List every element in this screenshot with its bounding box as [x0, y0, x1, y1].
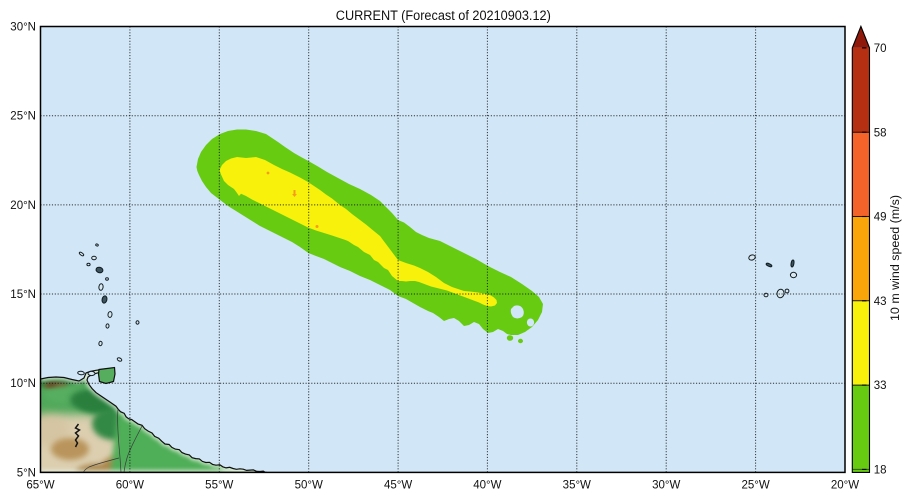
svg-text:20°N: 20°N — [10, 200, 36, 212]
svg-text:30°N: 30°N — [10, 21, 36, 33]
svg-text:CURRENT (Forecast of 20210903.: CURRENT (Forecast of 20210903.12) — [336, 8, 551, 24]
svg-text:55°W: 55°W — [205, 480, 233, 492]
svg-text:60°W: 60°W — [116, 480, 144, 492]
svg-text:50°W: 50°W — [295, 480, 323, 492]
svg-text:20°W: 20°W — [831, 480, 859, 492]
svg-text:49: 49 — [874, 212, 887, 224]
svg-text:15°N: 15°N — [10, 289, 36, 301]
svg-text:18: 18 — [874, 465, 887, 477]
svg-text:25°N: 25°N — [10, 111, 36, 123]
svg-text:70: 70 — [874, 43, 887, 55]
svg-text:35°W: 35°W — [563, 480, 591, 492]
svg-text:40°W: 40°W — [473, 480, 501, 492]
svg-text:25°W: 25°W — [741, 480, 769, 492]
svg-text:30°W: 30°W — [652, 480, 680, 492]
svg-text:10°N: 10°N — [10, 378, 36, 390]
svg-text:58: 58 — [874, 127, 887, 139]
svg-text:65°W: 65°W — [26, 480, 54, 492]
svg-text:43: 43 — [874, 296, 887, 308]
svg-text:10 m wind speed (m/s): 10 m wind speed (m/s) — [890, 195, 902, 321]
svg-text:33: 33 — [874, 380, 887, 392]
svg-text:5°N: 5°N — [17, 467, 36, 479]
svg-text:45°W: 45°W — [384, 480, 412, 492]
